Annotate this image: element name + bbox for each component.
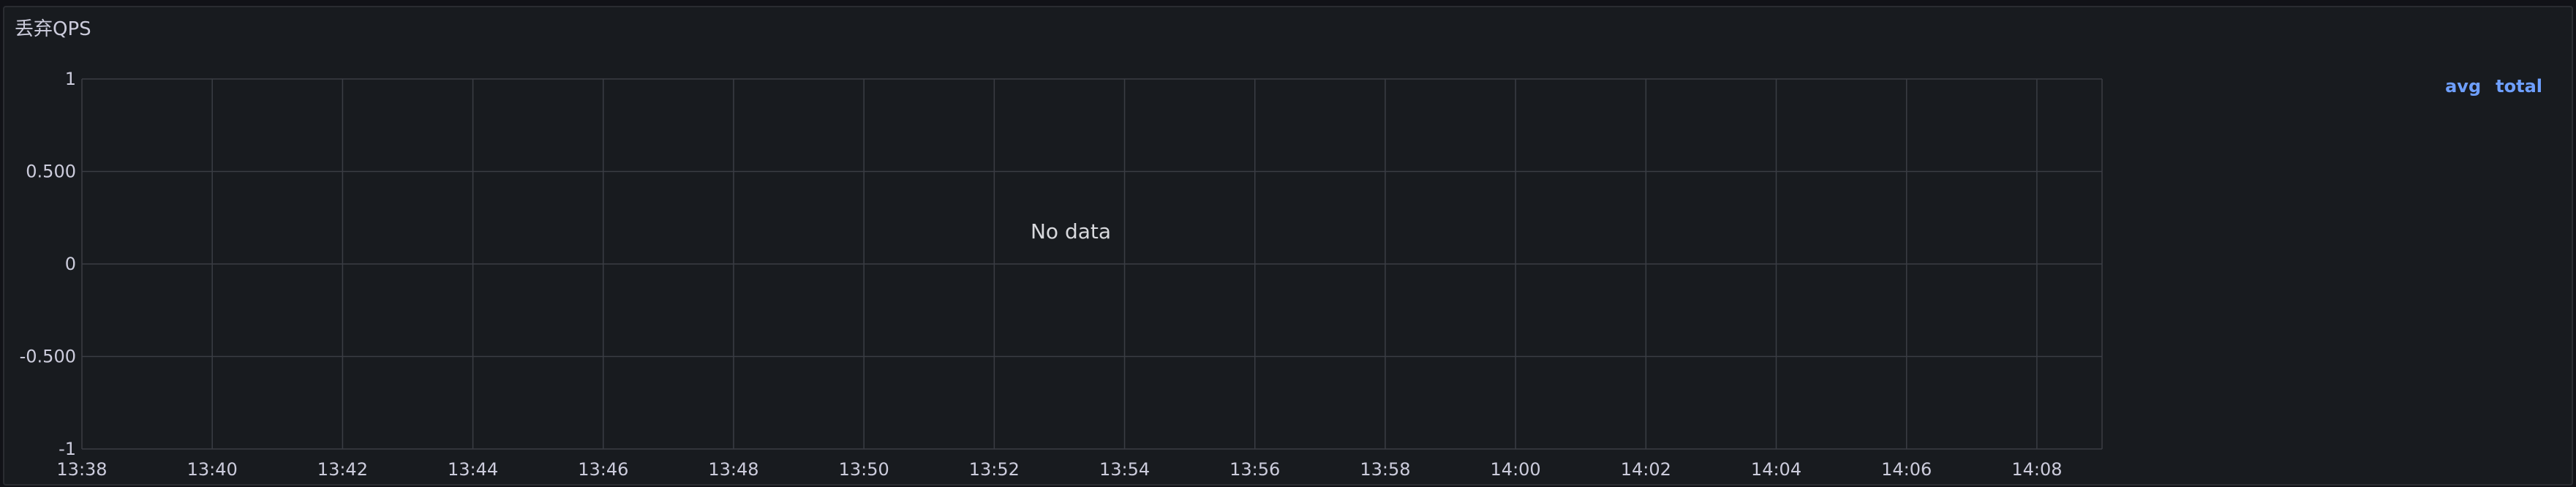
grid	[81, 78, 2103, 450]
x-tick-label: 13:52	[969, 459, 1020, 480]
x-tick-label: 14:08	[2011, 459, 2062, 480]
x-axis: 13:38 13:40 13:42 13:44 13:46 13:48 13:50 13:52…	[56, 459, 2062, 480]
x-tick-label: 13:42	[317, 459, 368, 480]
x-tick-label: 13:44	[448, 459, 498, 480]
x-tick-label: 13:58	[1360, 459, 1410, 480]
x-tick-label: 13:56	[1229, 459, 1280, 480]
y-tick-label: -1	[59, 439, 76, 459]
y-axis: 1 0.500 0 -0.500 -1	[20, 69, 76, 459]
x-tick-label: 13:46	[578, 459, 628, 480]
x-tick-label: 13:40	[187, 459, 238, 480]
legend-column-avg[interactable]: avg	[2445, 76, 2482, 97]
x-tick-label: 14:00	[1491, 459, 1541, 480]
x-tick-label: 14:04	[1751, 459, 1801, 480]
y-tick-label: 0.500	[26, 162, 76, 182]
x-tick-label: 14:02	[1621, 459, 1671, 480]
x-tick-label: 14:06	[1881, 459, 1932, 480]
panel-title[interactable]: 丢弃QPS	[15, 18, 91, 40]
x-tick-label: 13:48	[708, 459, 758, 480]
y-tick-label: -0.500	[20, 347, 76, 367]
chart-panel	[3, 6, 2573, 486]
x-tick-label: 13:54	[1099, 459, 1150, 480]
no-data-message: No data	[1031, 219, 1111, 244]
legend: avg total	[2445, 76, 2542, 97]
legend-column-total[interactable]: total	[2496, 76, 2542, 97]
y-tick-label: 0	[65, 254, 76, 274]
x-tick-label: 13:50	[839, 459, 889, 480]
y-tick-label: 1	[65, 69, 76, 89]
x-tick-label: 13:38	[56, 459, 107, 480]
